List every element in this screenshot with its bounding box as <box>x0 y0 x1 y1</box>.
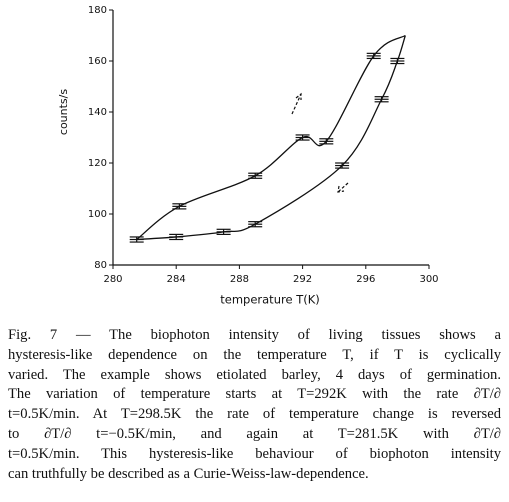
caption-line: t=0.5K/min. This hysteresis-like behavio… <box>8 445 501 462</box>
caption-line: Fig. 7 — The biophoton intensity of livi… <box>8 327 501 343</box>
caption-line: varied. The example shows etiolated barl… <box>8 366 501 383</box>
x-tick-label: 280 <box>103 274 122 285</box>
error-bar <box>335 162 350 169</box>
y-tick-label: 80 <box>94 260 107 271</box>
error-bar <box>169 233 184 241</box>
caption-line: hysteresis-like dependence on the temper… <box>8 346 501 363</box>
caption-line: t=0.5K/min. At T=298.5K the rate of temp… <box>8 406 501 423</box>
error-bar <box>374 96 389 103</box>
y-tick-label: 120 <box>88 158 107 169</box>
y-tick-label: 100 <box>88 209 107 220</box>
y-axis-label: counts/s <box>57 89 70 135</box>
error-bar <box>295 134 310 141</box>
caption-line: can truthfully be described as a Curie-W… <box>8 465 369 482</box>
caption-line: to ∂T/∂ t=−0.5K/min, and again at T=281.… <box>8 426 501 442</box>
chart: counts/s temperature T(K) 80 100 120 140 160… <box>57 5 439 307</box>
error-bar <box>216 228 231 235</box>
error-bar <box>319 138 334 145</box>
x-axis-label: temperature T(K) <box>220 293 319 307</box>
x-tick-label: 300 <box>419 274 438 285</box>
error-bar <box>390 57 405 65</box>
x-tick-label: 296 <box>356 274 375 285</box>
arrows <box>291 92 349 193</box>
series-line <box>136 35 406 241</box>
error-bar <box>172 203 187 210</box>
error-bar <box>366 52 381 60</box>
y-tick-label: 180 <box>88 5 107 16</box>
x-tick-label: 288 <box>230 274 249 285</box>
y-tick-label: 160 <box>88 56 107 67</box>
error-bar <box>248 221 263 228</box>
x-tick-label: 284 <box>167 274 186 285</box>
x-tick-label: 292 <box>293 274 312 285</box>
y-tick-label: 140 <box>88 107 107 118</box>
caption-line: The variation of temperature starts at T… <box>8 386 501 403</box>
error-bar <box>248 172 263 179</box>
